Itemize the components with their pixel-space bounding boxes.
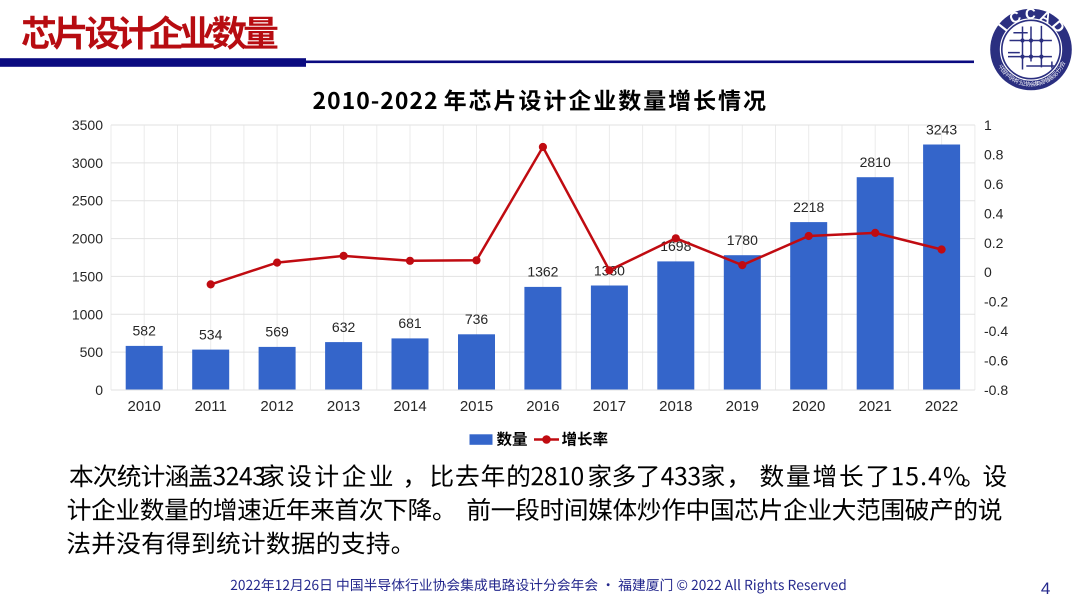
svg-text:1500: 1500 — [72, 268, 103, 284]
svg-text:-0.6: -0.6 — [984, 353, 1008, 369]
svg-text:0.2: 0.2 — [984, 235, 1004, 251]
svg-text:2017: 2017 — [593, 398, 626, 415]
svg-text:3500: 3500 — [72, 117, 103, 133]
svg-text:2010: 2010 — [128, 398, 161, 415]
svg-text:2012: 2012 — [260, 398, 293, 415]
svg-text:0.8: 0.8 — [984, 146, 1004, 162]
svg-text:2000: 2000 — [72, 231, 103, 247]
svg-text:1: 1 — [984, 117, 992, 133]
svg-text:632: 632 — [332, 319, 356, 335]
svg-text:2021: 2021 — [859, 398, 892, 415]
svg-text:2015: 2015 — [460, 398, 493, 415]
svg-text:2014: 2014 — [393, 398, 426, 415]
svg-text:4: 4 — [1041, 579, 1050, 598]
svg-text:569: 569 — [265, 324, 289, 340]
svg-text:-0.8: -0.8 — [984, 382, 1008, 398]
svg-text:2018: 2018 — [659, 398, 692, 415]
svg-text:500: 500 — [80, 344, 104, 360]
svg-text:0.4: 0.4 — [984, 205, 1004, 221]
svg-text:2020: 2020 — [792, 398, 825, 415]
svg-text:1362: 1362 — [527, 264, 558, 280]
svg-text:2500: 2500 — [72, 193, 103, 209]
svg-text:2016: 2016 — [526, 398, 559, 415]
svg-text:3000: 3000 — [72, 155, 103, 171]
svg-text:0: 0 — [984, 264, 992, 280]
svg-text:3243: 3243 — [926, 121, 957, 137]
svg-text:2011: 2011 — [195, 398, 227, 415]
svg-text:2019: 2019 — [726, 398, 759, 415]
svg-text:0: 0 — [95, 382, 103, 398]
svg-text:582: 582 — [133, 323, 157, 339]
svg-text:2022: 2022 — [925, 398, 958, 415]
svg-text:2810: 2810 — [860, 154, 891, 170]
svg-text:681: 681 — [398, 315, 422, 331]
svg-text:1780: 1780 — [727, 232, 758, 248]
svg-text:-0.4: -0.4 — [984, 323, 1008, 339]
svg-text:736: 736 — [465, 311, 489, 327]
svg-text:0.6: 0.6 — [984, 176, 1004, 192]
svg-text:534: 534 — [199, 326, 223, 342]
svg-text:1000: 1000 — [72, 306, 103, 322]
svg-text:2013: 2013 — [327, 398, 360, 415]
svg-text:-0.2: -0.2 — [984, 294, 1008, 310]
svg-text:2218: 2218 — [793, 199, 824, 215]
